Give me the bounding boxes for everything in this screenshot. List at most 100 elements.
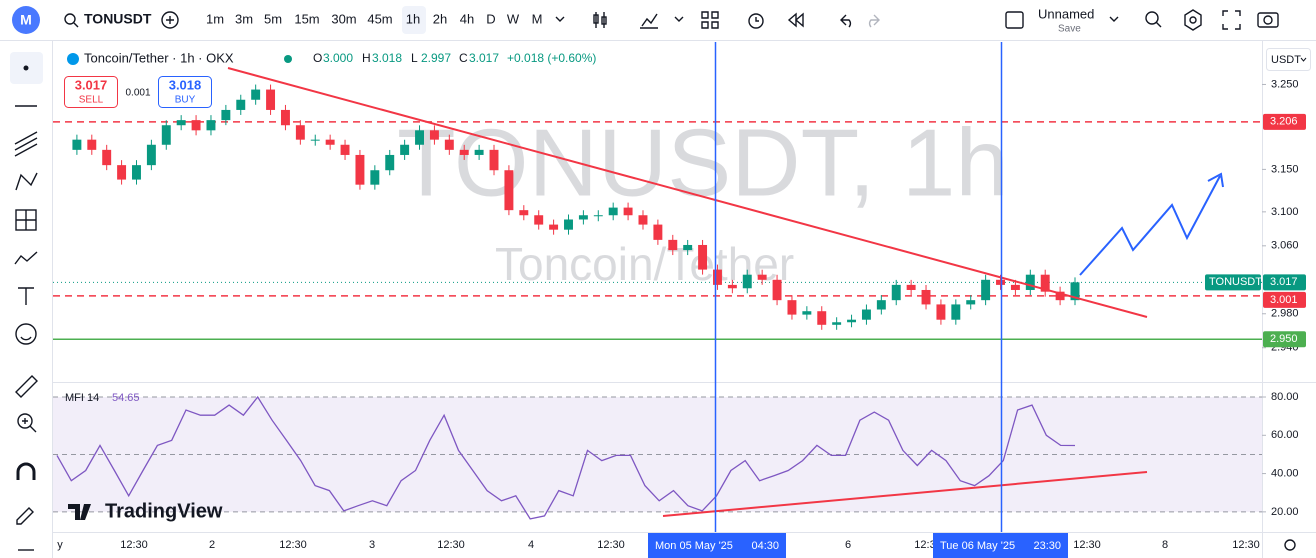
candle-body <box>876 300 886 310</box>
x-tick-label: 3 <box>369 539 375 551</box>
cursor-time: 23:30 <box>1033 540 1061 552</box>
candle-body <box>221 109 231 121</box>
search-icon[interactable] <box>64 13 76 25</box>
interval-menu[interactable] <box>555 16 565 22</box>
candle-body <box>87 139 97 150</box>
candle-body <box>206 120 216 131</box>
candle-body <box>772 279 782 301</box>
interval[interactable]: 1m <box>206 11 224 26</box>
mfi-tick-label: 20.00 <box>1271 506 1299 518</box>
interval[interactable]: 1h <box>406 11 420 26</box>
layouts[interactable] <box>701 11 719 29</box>
mfi-trend-line[interactable] <box>662 471 1148 517</box>
lock-tool[interactable] <box>16 507 34 525</box>
indicators-menu[interactable] <box>674 16 684 22</box>
channel-tool[interactable] <box>14 131 38 157</box>
avatar[interactable] <box>12 6 40 34</box>
legend-title: Toncoin/Tether · 1h · OKX <box>84 50 234 65</box>
trend-line[interactable] <box>227 67 1148 318</box>
replay[interactable] <box>787 12 804 28</box>
interval-group: 1m 3m 5m 15m 30m 45m 1h 2h 4h D W M <box>206 11 542 26</box>
magnet-tool[interactable] <box>16 462 36 480</box>
undo[interactable] <box>840 14 852 28</box>
symbol-icon <box>67 53 79 65</box>
projection-path[interactable] <box>1079 175 1221 276</box>
mfi-tick-label: 80.00 <box>1271 391 1299 403</box>
interval[interactable]: W <box>507 11 520 26</box>
save-label[interactable]: Save <box>1058 24 1081 35</box>
candle-body <box>429 130 439 140</box>
cursor-label-bg <box>648 533 786 558</box>
mfi-name: MFI 14 <box>65 392 99 404</box>
buy-button[interactable] <box>158 76 212 108</box>
x-tick-label: 4 <box>528 539 534 551</box>
x-tick-label: 12:30 <box>120 539 148 551</box>
ruler-tool[interactable] <box>15 375 38 398</box>
candle-body <box>668 239 678 251</box>
candle-body <box>489 149 499 171</box>
ohlc-group: O 3.000 H 3.018 L 2.997 C 3.017 <box>313 51 499 65</box>
buy-price: 3.018 <box>169 77 202 92</box>
candle-body <box>474 149 484 155</box>
snapshot[interactable] <box>1257 12 1279 28</box>
candle-body <box>802 311 812 315</box>
interval[interactable]: D <box>486 11 495 26</box>
interval[interactable]: 3m <box>235 11 253 26</box>
sell-button[interactable] <box>64 76 118 108</box>
candle-body <box>787 300 797 315</box>
redo[interactable] <box>868 14 880 28</box>
brush-tool[interactable] <box>14 251 38 265</box>
interval[interactable]: 4h <box>460 11 474 26</box>
candle-body <box>832 322 842 325</box>
candle-body <box>385 154 395 171</box>
layout-name[interactable]: Unnamed <box>1038 6 1094 21</box>
settings[interactable] <box>1184 9 1202 31</box>
layout-icon[interactable] <box>1005 11 1024 29</box>
logo-mark <box>68 504 91 520</box>
emoji-tool[interactable] <box>15 323 37 345</box>
candle-body <box>698 244 708 270</box>
candle-body <box>1010 284 1020 290</box>
fullscreen[interactable] <box>1222 10 1241 30</box>
cursor-tool[interactable] <box>23 65 29 71</box>
candle-body <box>132 165 141 180</box>
candle-body <box>355 154 365 185</box>
quick-search <box>1155 21 1162 28</box>
interval[interactable]: 30m <box>331 11 356 26</box>
plot: 3.2503.1503.1003.0602.9802.9403.2063.001… <box>53 78 1306 558</box>
x-tick-label: 12:3 <box>914 539 935 551</box>
layout-menu[interactable] <box>1109 16 1119 22</box>
currency-button[interactable] <box>1266 48 1311 71</box>
candle-body <box>861 309 871 320</box>
alert[interactable] <box>748 13 764 29</box>
zoom-tool[interactable] <box>17 413 33 429</box>
axis-settings[interactable] <box>1284 539 1296 551</box>
text-tool[interactable] <box>18 287 34 305</box>
avatar-letter: M <box>20 12 32 28</box>
indicators[interactable] <box>640 13 658 29</box>
zoom-tool <box>22 418 37 433</box>
buy-label: BUY <box>175 95 196 106</box>
x-tick-label: y <box>57 539 63 551</box>
cursor-date: Tue 06 May '25 <box>940 540 1015 552</box>
currency-menu <box>1300 57 1307 62</box>
interval[interactable]: 45m <box>367 11 392 26</box>
sell-label: SELL <box>79 95 104 106</box>
cursor-time: 04:30 <box>751 540 779 552</box>
candle-body <box>280 109 290 126</box>
x-tick-label: 12:30 <box>597 539 625 551</box>
y-tick-label: 3.150 <box>1271 163 1299 175</box>
candle-body <box>727 284 737 289</box>
add-symbol[interactable] <box>161 11 179 29</box>
pattern-tool[interactable] <box>15 172 38 191</box>
interval[interactable]: 15m <box>294 11 319 26</box>
quick-search[interactable] <box>1145 11 1159 25</box>
watermark-symbol: TONUSDT, 1h <box>397 109 1009 216</box>
candle-body <box>310 139 320 141</box>
symbol[interactable]: TONUSDT <box>84 11 152 27</box>
interval[interactable]: M <box>532 11 543 26</box>
candle-body <box>1025 274 1035 290</box>
interval[interactable]: 2h <box>433 11 447 26</box>
interval[interactable]: 5m <box>264 11 282 26</box>
candle-body <box>191 120 201 131</box>
